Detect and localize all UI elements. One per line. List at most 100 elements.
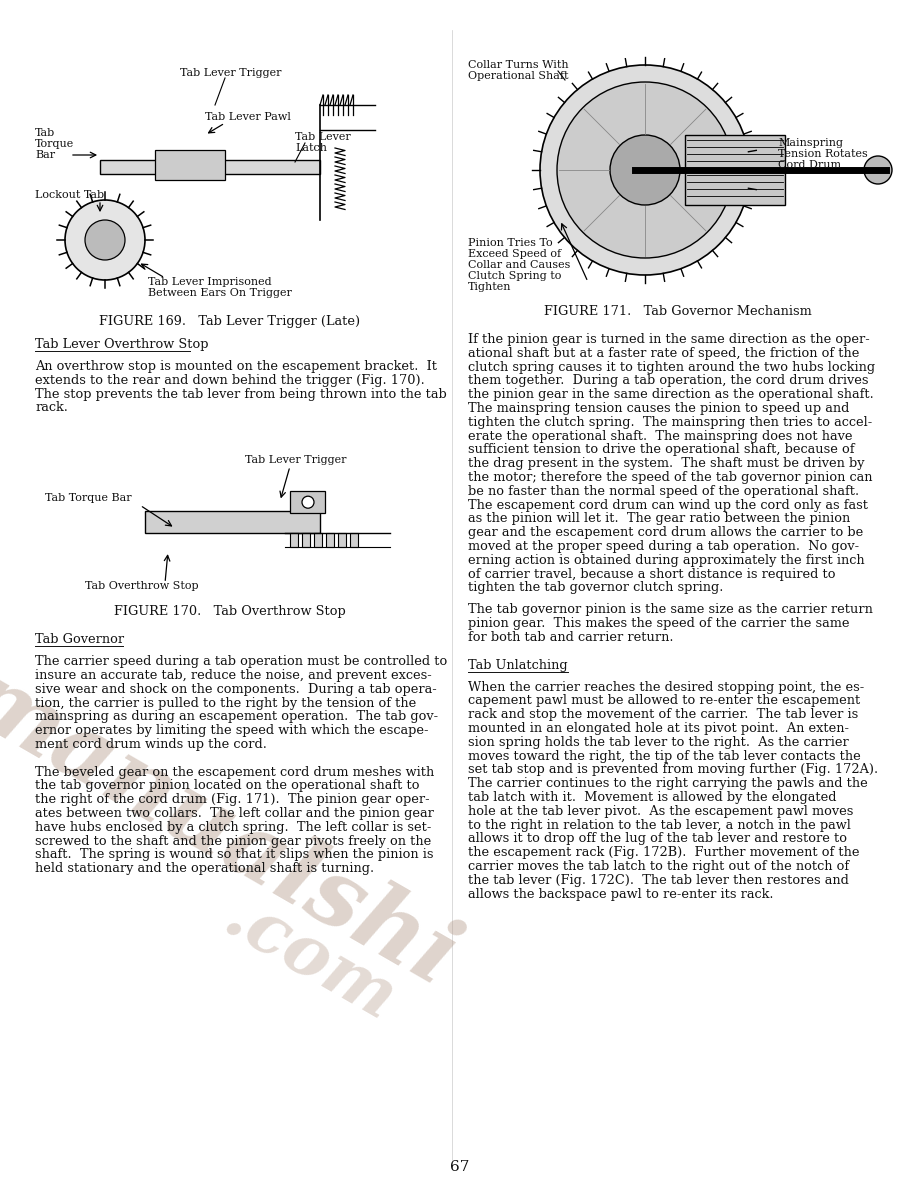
Text: manualshi: manualshi	[0, 652, 471, 1008]
Text: for both tab and carrier return.: for both tab and carrier return.	[468, 631, 673, 644]
Text: Tab Torque Bar: Tab Torque Bar	[45, 493, 131, 503]
Text: Mainspring: Mainspring	[777, 138, 842, 148]
Text: sion spring holds the tab lever to the right.  As the carrier: sion spring holds the tab lever to the r…	[468, 735, 848, 749]
Text: carrier moves the tab latch to the right out of the notch of: carrier moves the tab latch to the right…	[468, 860, 848, 873]
Text: Clutch Spring to: Clutch Spring to	[468, 271, 561, 281]
Text: erning action is obtained during approximately the first inch: erning action is obtained during approxi…	[468, 553, 864, 566]
Text: have hubs enclosed by a clutch spring.  The left collar is set-: have hubs enclosed by a clutch spring. T…	[35, 821, 431, 834]
Text: the tab governor pinion located on the operational shaft to: the tab governor pinion located on the o…	[35, 779, 419, 793]
Text: screwed to the shaft and the pinion gear pivots freely on the: screwed to the shaft and the pinion gear…	[35, 834, 431, 847]
Text: Latch: Latch	[295, 143, 326, 154]
Circle shape	[556, 82, 732, 258]
Text: the drag present in the system.  The shaft must be driven by: the drag present in the system. The shaf…	[468, 457, 864, 470]
Text: the pinion gear in the same direction as the operational shaft.: the pinion gear in the same direction as…	[468, 388, 873, 401]
Text: set tab stop and is prevented from moving further (Fig. 172A).: set tab stop and is prevented from movin…	[468, 764, 877, 776]
Text: tighten the tab governor clutch spring.: tighten the tab governor clutch spring.	[468, 582, 722, 594]
Text: allows the backspace pawl to re-enter its rack.: allows the backspace pawl to re-enter it…	[468, 888, 773, 901]
Text: sive wear and shock on the components.  During a tab opera-: sive wear and shock on the components. D…	[35, 683, 437, 696]
Text: FIGURE 171.   Tab Governor Mechanism: FIGURE 171. Tab Governor Mechanism	[543, 305, 811, 318]
Text: Tab Lever Pawl: Tab Lever Pawl	[205, 112, 290, 123]
Text: of carrier travel, because a short distance is required to: of carrier travel, because a short dista…	[468, 568, 834, 581]
Bar	[301, 533, 310, 547]
Text: Tension Rotates: Tension Rotates	[777, 149, 867, 159]
Text: to the right in relation to the tab lever, a notch in the pawl: to the right in relation to the tab leve…	[468, 819, 850, 832]
Text: tab latch with it.  Movement is allowed by the elongated: tab latch with it. Movement is allowed b…	[468, 791, 835, 804]
Text: Tab Lever Imprisoned: Tab Lever Imprisoned	[148, 277, 271, 287]
Text: them together.  During a tab operation, the cord drum drives: them together. During a tab operation, t…	[468, 375, 868, 388]
Bar	[337, 533, 346, 547]
Text: rack.: rack.	[35, 401, 68, 414]
Text: Tab Overthrow Stop: Tab Overthrow Stop	[85, 581, 199, 591]
Text: pinion gear.  This makes the speed of the carrier the same: pinion gear. This makes the speed of the…	[468, 616, 848, 630]
Text: as the pinion will let it.  The gear ratio between the pinion: as the pinion will let it. The gear rati…	[468, 513, 849, 526]
Text: gear and the escapement cord drum allows the carrier to be: gear and the escapement cord drum allows…	[468, 526, 862, 539]
Bar	[289, 491, 324, 513]
Text: Torque: Torque	[35, 139, 74, 149]
Text: FIGURE 170.   Tab Overthrow Stop: FIGURE 170. Tab Overthrow Stop	[114, 606, 346, 618]
Text: held stationary and the operational shaft is turning.: held stationary and the operational shaf…	[35, 863, 374, 875]
Text: mounted in an elongated hole at its pivot point.  An exten-: mounted in an elongated hole at its pivo…	[468, 722, 848, 735]
Bar	[100, 159, 320, 174]
Text: the escapement rack (Fig. 172B).  Further movement of the: the escapement rack (Fig. 172B). Further…	[468, 846, 858, 859]
Text: Tab: Tab	[35, 129, 55, 138]
Text: An overthrow stop is mounted on the escapement bracket.  It: An overthrow stop is mounted on the esca…	[35, 361, 437, 372]
Text: Tab Unlatching: Tab Unlatching	[468, 658, 567, 671]
Text: allows it to drop off the lug of the tab lever and restore to: allows it to drop off the lug of the tab…	[468, 832, 846, 845]
Text: The carrier continues to the right carrying the pawls and the: The carrier continues to the right carry…	[468, 777, 867, 790]
Text: Pinion Tries To: Pinion Tries To	[468, 238, 552, 248]
Text: Between Ears On Trigger: Between Ears On Trigger	[148, 288, 291, 298]
Text: mainspring as during an escapement operation.  The tab gov-: mainspring as during an escapement opera…	[35, 710, 437, 724]
Text: The carrier speed during a tab operation must be controlled to: The carrier speed during a tab operation…	[35, 656, 447, 669]
Text: tion, the carrier is pulled to the right by the tension of the: tion, the carrier is pulled to the right…	[35, 696, 415, 709]
Text: Operational Shaft: Operational Shaft	[468, 71, 568, 81]
Text: sufficient tension to drive the operational shaft, because of: sufficient tension to drive the operatio…	[468, 444, 854, 457]
Text: ational shaft but at a faster rate of speed, the friction of the: ational shaft but at a faster rate of sp…	[468, 346, 858, 359]
Bar	[145, 512, 320, 533]
Text: The escapement cord drum can wind up the cord only as fast: The escapement cord drum can wind up the…	[468, 499, 867, 512]
Text: insure an accurate tab, reduce the noise, and prevent exces-: insure an accurate tab, reduce the noise…	[35, 669, 431, 682]
Text: Collar and Causes: Collar and Causes	[468, 259, 570, 270]
Text: When the carrier reaches the desired stopping point, the es-: When the carrier reaches the desired sto…	[468, 681, 863, 694]
Text: Lockout Tab: Lockout Tab	[35, 190, 104, 200]
Text: shaft.  The spring is wound so that it slips when the pinion is: shaft. The spring is wound so that it sl…	[35, 848, 433, 862]
Text: Exceed Speed of: Exceed Speed of	[468, 249, 561, 259]
Circle shape	[863, 156, 891, 184]
Text: Collar Turns With: Collar Turns With	[468, 60, 568, 70]
Text: Cord Drum: Cord Drum	[777, 159, 840, 170]
Text: 67: 67	[449, 1160, 470, 1175]
Bar	[325, 533, 334, 547]
Text: tighten the clutch spring.  The mainspring then tries to accel-: tighten the clutch spring. The mainsprin…	[468, 415, 871, 428]
Text: ernor operates by limiting the speed with which the escape-: ernor operates by limiting the speed wit…	[35, 725, 428, 737]
Text: erate the operational shaft.  The mainspring does not have: erate the operational shaft. The mainspr…	[468, 430, 852, 443]
Text: The stop prevents the tab lever from being thrown into the tab: The stop prevents the tab lever from bei…	[35, 388, 447, 401]
Text: Tab Lever Trigger: Tab Lever Trigger	[244, 456, 346, 465]
Text: Tab Lever: Tab Lever	[295, 132, 350, 142]
Text: moved at the proper speed during a tab operation.  No gov-: moved at the proper speed during a tab o…	[468, 540, 858, 553]
Text: ment cord drum winds up the cord.: ment cord drum winds up the cord.	[35, 738, 267, 751]
Bar	[349, 533, 357, 547]
Text: ates between two collars.  The left collar and the pinion gear: ates between two collars. The left colla…	[35, 807, 434, 820]
Text: The tab governor pinion is the same size as the carrier return: The tab governor pinion is the same size…	[468, 603, 872, 616]
Text: the right of the cord drum (Fig. 171).  The pinion gear oper-: the right of the cord drum (Fig. 171). T…	[35, 794, 429, 806]
Text: Tighten: Tighten	[468, 282, 511, 292]
Bar	[313, 533, 322, 547]
Bar	[289, 533, 298, 547]
Text: capement pawl must be allowed to re-enter the escapement: capement pawl must be allowed to re-ente…	[468, 695, 859, 707]
Text: extends to the rear and down behind the trigger (Fig. 170).: extends to the rear and down behind the …	[35, 374, 425, 387]
Circle shape	[539, 65, 749, 275]
Text: If the pinion gear is turned in the same direction as the oper-: If the pinion gear is turned in the same…	[468, 333, 868, 346]
Bar	[154, 150, 225, 180]
Circle shape	[85, 220, 125, 259]
Text: Tab Lever Overthrow Stop: Tab Lever Overthrow Stop	[35, 338, 209, 351]
Text: Tab Lever Trigger: Tab Lever Trigger	[180, 68, 281, 79]
Text: FIGURE 169.   Tab Lever Trigger (Late): FIGURE 169. Tab Lever Trigger (Late)	[99, 315, 360, 328]
Text: be no faster than the normal speed of the operational shaft.: be no faster than the normal speed of th…	[468, 484, 858, 497]
Text: The beveled gear on the escapement cord drum meshes with: The beveled gear on the escapement cord …	[35, 765, 434, 778]
Circle shape	[301, 496, 313, 508]
Text: Bar: Bar	[35, 150, 55, 159]
Circle shape	[609, 134, 679, 205]
Text: the tab lever (Fig. 172C).  The tab lever then restores and: the tab lever (Fig. 172C). The tab lever…	[468, 873, 848, 887]
Text: clutch spring causes it to tighten around the two hubs locking: clutch spring causes it to tighten aroun…	[468, 361, 874, 374]
Text: moves toward the right, the tip of the tab lever contacts the: moves toward the right, the tip of the t…	[468, 750, 860, 763]
Text: .com: .com	[212, 884, 407, 1035]
